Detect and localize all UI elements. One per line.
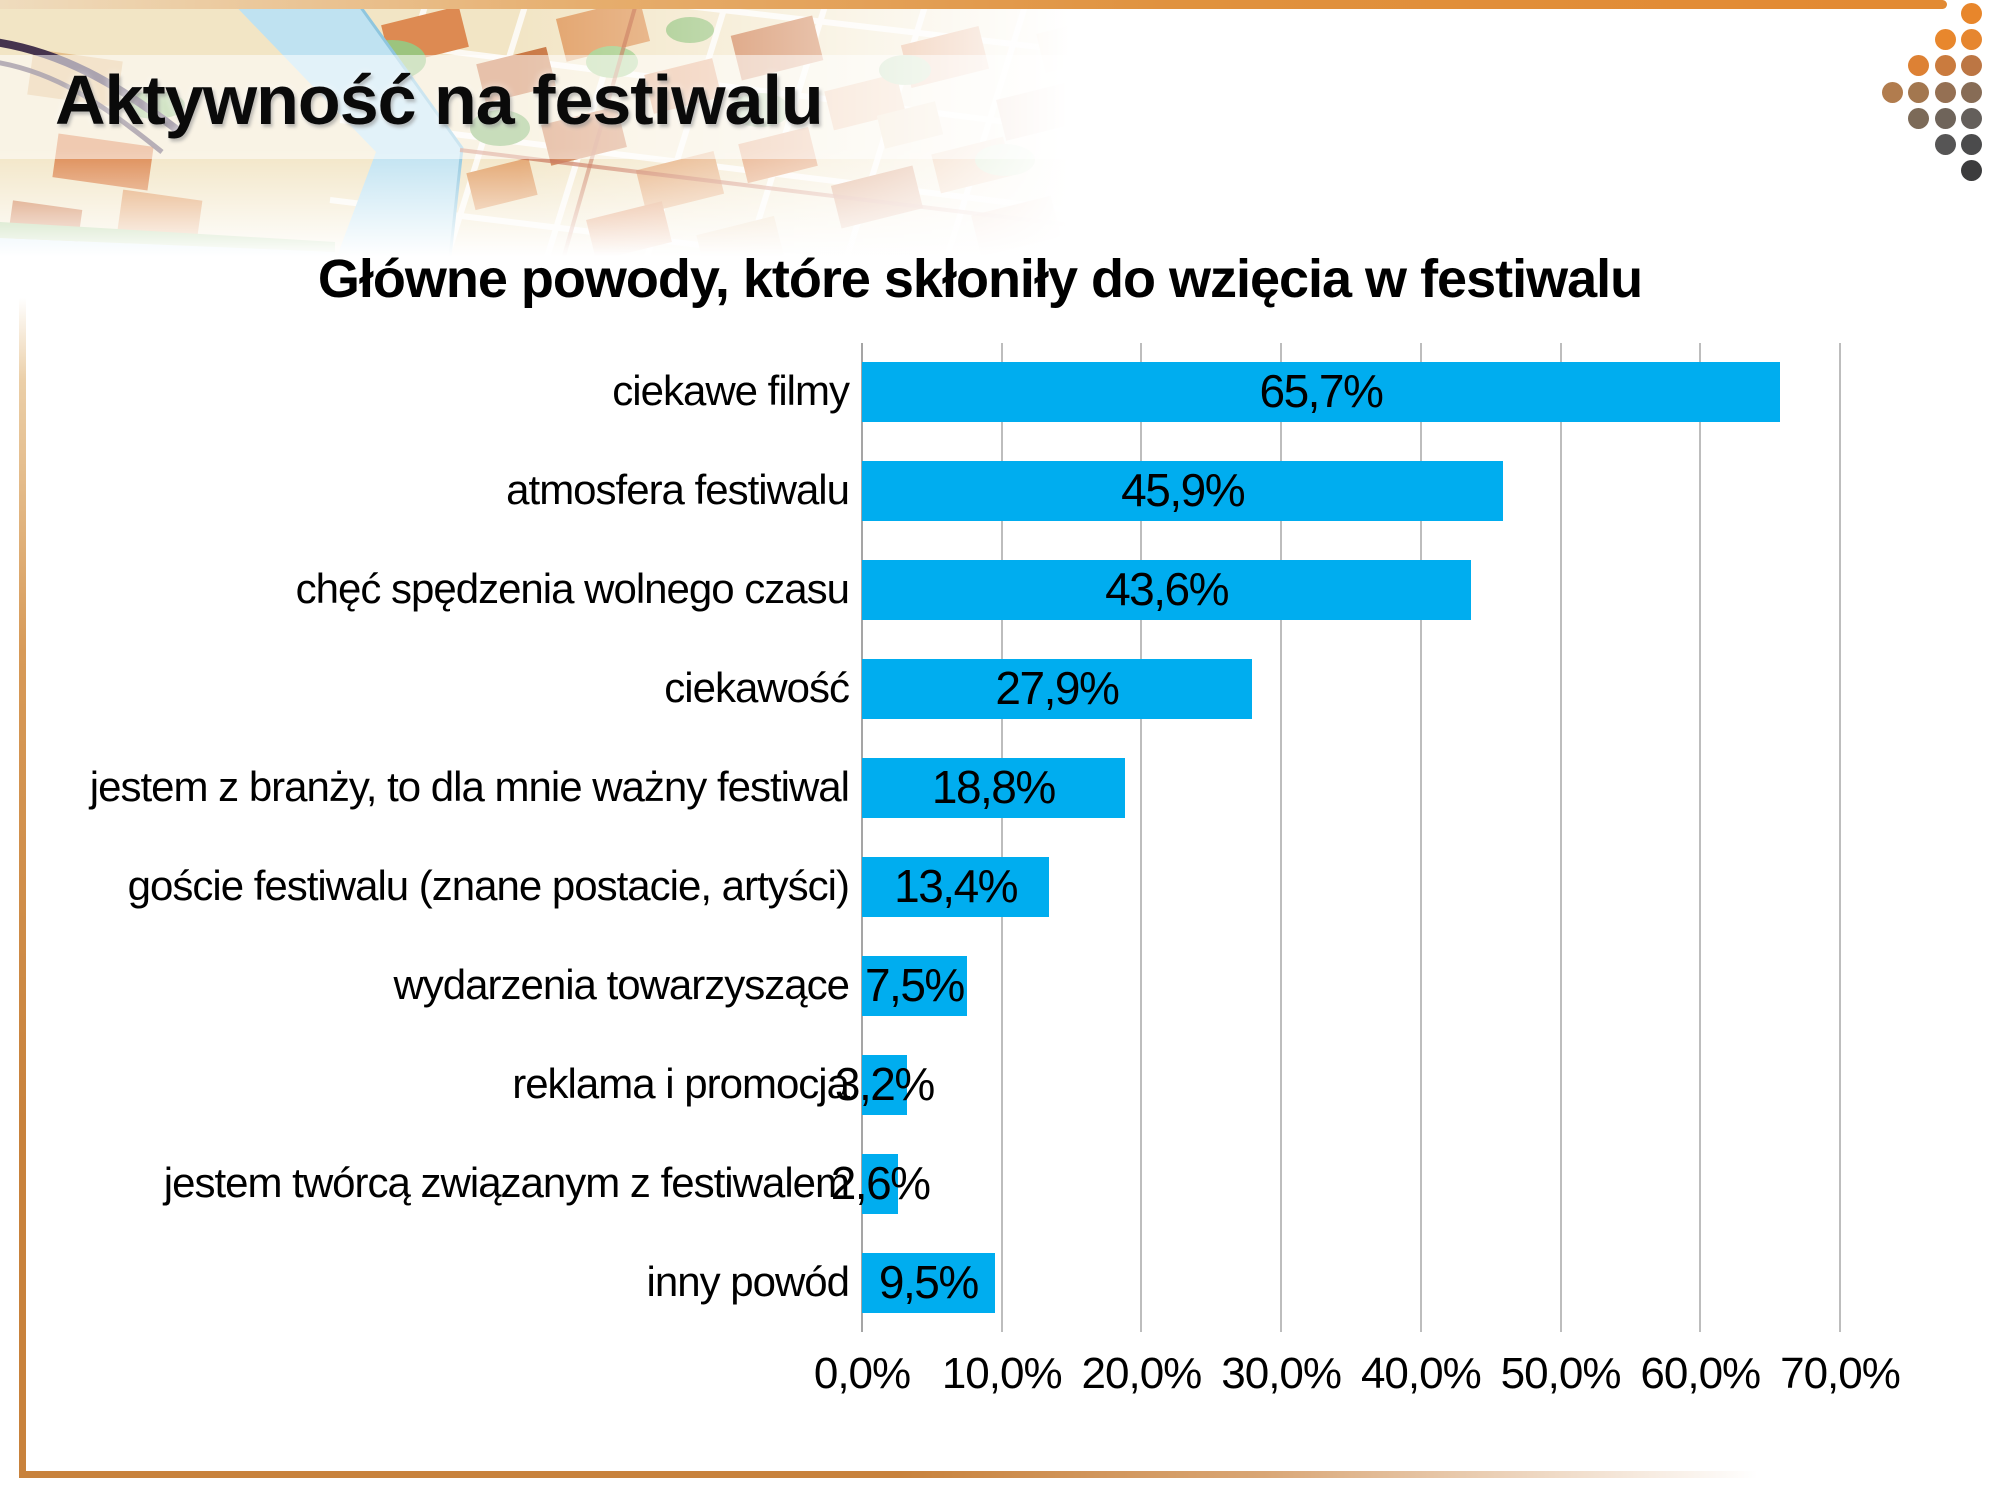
x-tick-label: 70,0% <box>1780 1349 1901 1398</box>
bar <box>862 1252 995 1313</box>
bar-value-label: 43,6% <box>1105 563 1229 616</box>
bar-value-label: 13,4% <box>894 860 1018 913</box>
top-border-line <box>0 0 1947 9</box>
category-label: ciekawość <box>664 664 850 712</box>
gridline <box>1839 343 1841 1332</box>
category-label: chęć spędzenia wolnego czasu <box>295 565 850 613</box>
bar <box>862 362 1780 423</box>
gridline <box>1000 343 1003 1332</box>
left-border-line <box>19 298 26 1478</box>
bar-value-label: 18,8% <box>931 761 1056 814</box>
category-label: goście festiwalu (znane postacie, artyśc… <box>127 862 850 910</box>
gridline <box>1559 343 1562 1332</box>
x-tick-label: 60,0% <box>1640 1349 1761 1398</box>
bar <box>862 461 1504 522</box>
bar-value-label: 65,7% <box>1259 365 1383 418</box>
bar-value-label: 3,2% <box>834 1057 935 1110</box>
category-label: wydarzenia towarzyszące <box>393 961 850 1009</box>
x-tick-label: 50,0% <box>1500 1349 1622 1398</box>
bar <box>862 955 967 1016</box>
category-label: jestem z branży, to dla mnie ważny festi… <box>89 763 850 811</box>
x-tick-label: 10,0% <box>941 1349 1063 1398</box>
bar-value-label: 27,9% <box>995 662 1119 715</box>
x-tick-label: 40,0% <box>1360 1349 1482 1398</box>
bar-value-label: 2,6% <box>830 1156 931 1209</box>
category-label: reklama i promocja <box>512 1059 850 1107</box>
gridline <box>1280 343 1283 1332</box>
gridline <box>1419 343 1422 1332</box>
category-label: atmosfera festiwalu <box>506 466 850 514</box>
category-label: inny powód <box>646 1257 850 1305</box>
x-tick-label: 30,0% <box>1221 1349 1342 1398</box>
chart-title: Główne powody, które skłoniły do wzięcia… <box>317 249 1643 309</box>
y-axis-line <box>861 343 863 1332</box>
bar-value-label: 45,9% <box>1121 464 1245 517</box>
gridline <box>1140 343 1143 1332</box>
bar <box>862 1054 907 1115</box>
bottom-border-line <box>19 1471 1849 1478</box>
title-band <box>0 55 2000 159</box>
bar <box>862 1153 899 1214</box>
category-label: ciekawe filmy <box>612 367 850 415</box>
bar-value-label: 7,5% <box>864 958 965 1011</box>
bar <box>862 758 1125 819</box>
bar <box>862 856 1050 917</box>
gridline <box>1699 343 1702 1332</box>
slide-title: Aktywność na festiwalu <box>55 61 824 139</box>
bar <box>862 659 1252 720</box>
bar-value-label: 9,5% <box>878 1255 979 1308</box>
x-tick-label: 20,0% <box>1081 1349 1203 1398</box>
bar <box>862 560 1472 621</box>
x-tick-label: 0,0% <box>813 1349 911 1398</box>
category-label: jestem twórcą związanym z festiwalem <box>163 1158 850 1206</box>
